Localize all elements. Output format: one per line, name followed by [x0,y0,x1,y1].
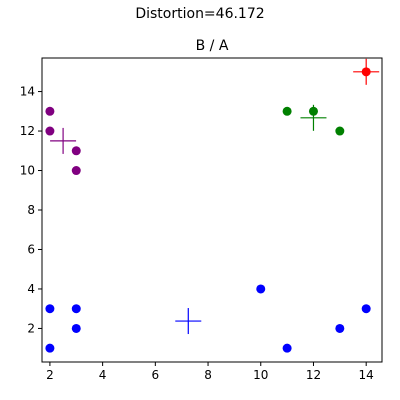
x-tick-label: 2 [46,368,54,382]
data-point [361,304,371,314]
x-tick-label: 8 [204,368,212,382]
y-tick-label: 6 [27,242,35,256]
x-tick-label: 10 [253,368,268,382]
data-point [45,106,55,116]
data-point [71,304,81,314]
data-point [45,304,55,314]
x-tick-label: 12 [306,368,321,382]
y-tick-label: 4 [27,282,35,296]
plot-frame [41,57,383,363]
x-tick-label: 4 [99,368,107,382]
data-point [282,343,292,353]
y-tick-label: 10 [20,164,35,178]
y-tick-label: 12 [20,124,35,138]
figure-suptitle: Distortion=46.172 [135,6,265,22]
data-point [45,126,55,136]
data-point [335,126,345,136]
y-tick-label: 2 [27,321,35,335]
data-point [282,106,292,116]
data-point [335,323,345,333]
x-tick-label: 14 [359,368,374,382]
data-point [71,323,81,333]
x-tick-label: 6 [152,368,160,382]
y-tick-label: 14 [20,85,35,99]
data-point [71,166,81,176]
y-tick-label: 8 [27,203,35,217]
chart-title: B / A [196,38,229,54]
data-point [256,284,266,294]
data-point [45,343,55,353]
data-point [71,146,81,156]
